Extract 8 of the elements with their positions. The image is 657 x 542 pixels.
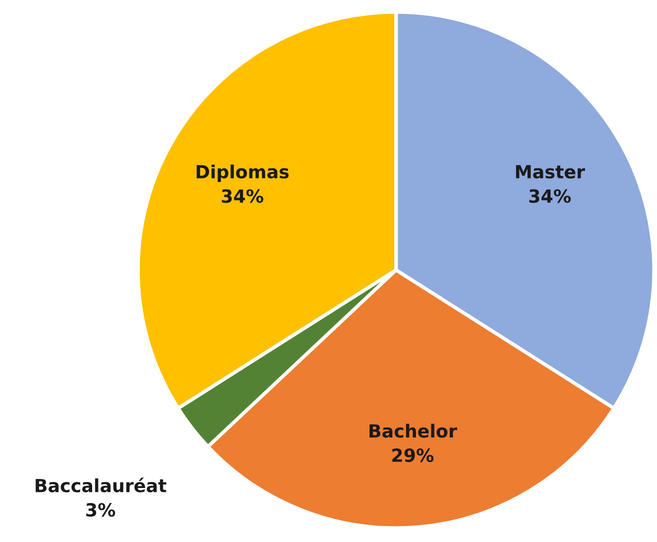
slice-label: Bachelor	[370, 424, 458, 438]
slice-label: Master	[516, 165, 586, 179]
data-label: 29%	[392, 448, 434, 462]
slice-label: Diplomas	[196, 164, 289, 182]
data-label: 34%	[222, 189, 264, 203]
data-label: 34%	[529, 189, 571, 203]
data-label: 3%	[86, 503, 116, 517]
slice-label: Baccalauréat	[36, 478, 166, 492]
